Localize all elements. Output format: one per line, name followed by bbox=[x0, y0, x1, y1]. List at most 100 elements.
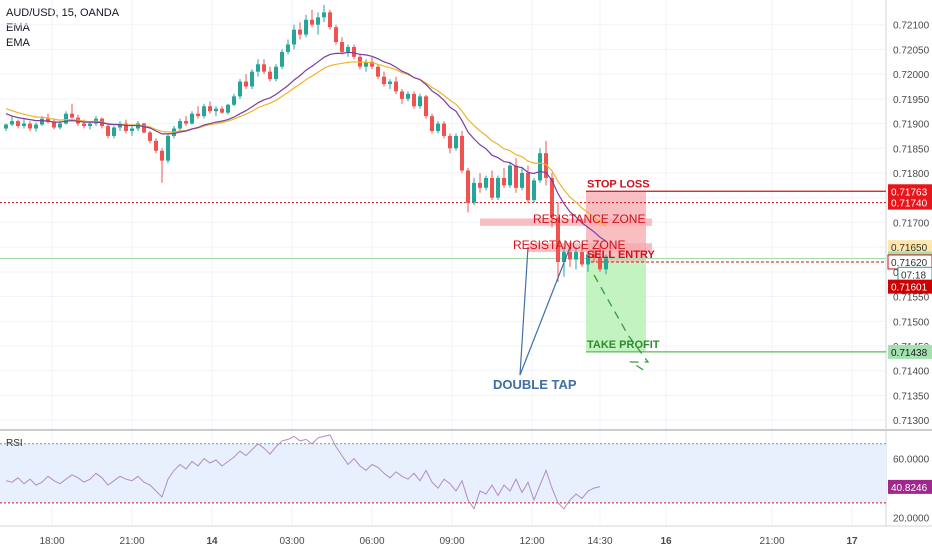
candle bbox=[562, 252, 566, 262]
candle bbox=[10, 121, 14, 125]
candle bbox=[220, 108, 224, 113]
candle bbox=[268, 71, 272, 80]
rsi-tick-label: 20.0000 bbox=[893, 514, 930, 525]
time-tick-label: 21:00 bbox=[759, 536, 784, 547]
price-tick-label: 0.72100 bbox=[893, 21, 930, 32]
price-badge-label: 0.71740 bbox=[891, 199, 928, 210]
candle bbox=[430, 116, 434, 131]
candle bbox=[184, 121, 188, 124]
candle bbox=[580, 252, 584, 265]
candle bbox=[316, 17, 320, 25]
candle bbox=[70, 113, 74, 118]
price-tick-label: 0.71700 bbox=[893, 218, 930, 229]
ema-legend-2: EMA bbox=[6, 37, 30, 49]
price-badge bbox=[888, 344, 932, 359]
candle bbox=[310, 19, 314, 25]
candle bbox=[160, 150, 164, 161]
price-tick-label: 0.72050 bbox=[893, 45, 930, 56]
candle bbox=[340, 42, 344, 52]
price-tick-label: 0.71400 bbox=[893, 367, 930, 378]
candle bbox=[52, 122, 56, 128]
candle bbox=[280, 51, 284, 67]
double-tap-line bbox=[519, 246, 571, 376]
candle bbox=[370, 61, 374, 67]
candle bbox=[28, 123, 32, 129]
candle bbox=[34, 124, 38, 129]
candle bbox=[490, 177, 494, 198]
rsi-line bbox=[5, 434, 601, 510]
candle bbox=[238, 81, 242, 97]
candle bbox=[574, 252, 578, 260]
candle bbox=[346, 46, 350, 52]
price-tick-label: 0.71550 bbox=[893, 293, 930, 304]
candle bbox=[232, 96, 236, 105]
candle bbox=[208, 106, 212, 112]
take-profit-zone bbox=[586, 261, 646, 352]
candle bbox=[436, 123, 440, 131]
candle bbox=[382, 76, 386, 85]
candle bbox=[406, 93, 410, 99]
price-tick-label: 0.71500 bbox=[893, 317, 930, 328]
candle bbox=[88, 123, 92, 127]
price-badge bbox=[888, 279, 932, 294]
price-tick-label: 0.71850 bbox=[893, 144, 930, 155]
resistance-zone-1-label: RESISTANCE ZONE bbox=[533, 212, 645, 226]
candle bbox=[328, 12, 332, 28]
candle bbox=[454, 135, 458, 149]
candle bbox=[250, 71, 254, 87]
price-badge bbox=[888, 240, 932, 255]
symbol-title: AUD/USD, 15, OANDA bbox=[6, 7, 120, 19]
candle bbox=[274, 66, 278, 80]
price-badge-label: 0.71438 bbox=[891, 348, 928, 359]
candle bbox=[388, 81, 392, 85]
price-badge-label: 0.71650 bbox=[891, 243, 928, 254]
rsi-label: RSI bbox=[6, 438, 23, 449]
price-tick-label: 0.71950 bbox=[893, 95, 930, 106]
candle bbox=[46, 118, 50, 123]
candle bbox=[466, 170, 470, 203]
candle bbox=[82, 123, 86, 127]
candle bbox=[568, 252, 572, 260]
candle bbox=[586, 254, 590, 265]
candle bbox=[202, 106, 206, 117]
time-tick-label: 18:00 bbox=[39, 536, 64, 547]
candle bbox=[148, 132, 152, 141]
candle bbox=[226, 104, 230, 113]
double-tap-label: DOUBLE TAP bbox=[493, 377, 577, 392]
price-tick-label: 0.71350 bbox=[893, 391, 930, 402]
candle bbox=[106, 126, 110, 136]
rsi-tick-label: 60.0000 bbox=[893, 455, 930, 466]
ema-slow-line bbox=[5, 61, 607, 227]
candle bbox=[16, 121, 20, 127]
candle bbox=[400, 91, 404, 99]
candle bbox=[286, 44, 290, 52]
time-tick-label: 12:00 bbox=[519, 536, 544, 547]
candle bbox=[532, 180, 536, 201]
stop-loss-label: STOP LOSS bbox=[587, 178, 650, 190]
price-badge bbox=[888, 184, 932, 199]
time-tick-label: 14 bbox=[206, 536, 218, 547]
price-badge-label: 0.71763 bbox=[891, 187, 928, 198]
time-tick-label: 03:00 bbox=[279, 536, 304, 547]
candle bbox=[64, 113, 68, 124]
candle bbox=[520, 172, 524, 188]
candle bbox=[112, 127, 116, 136]
candle bbox=[508, 165, 512, 186]
candle bbox=[448, 135, 452, 149]
price-tick-label: 0.71800 bbox=[893, 169, 930, 180]
candle bbox=[178, 121, 182, 129]
price-badge-label: 0.71601 bbox=[891, 283, 928, 294]
candle bbox=[4, 124, 8, 129]
candle bbox=[514, 165, 518, 188]
candle bbox=[598, 258, 602, 270]
sell-entry-label: SELL ENTRY bbox=[587, 249, 656, 261]
candle bbox=[460, 135, 464, 171]
rsi-current-label: 40.8246 bbox=[891, 483, 928, 494]
candle bbox=[412, 93, 416, 107]
price-tick-label: 0.71300 bbox=[893, 416, 930, 427]
rsi-current-badge bbox=[888, 479, 932, 494]
candle bbox=[550, 177, 554, 218]
candle bbox=[502, 177, 506, 186]
time-tick-label: 21:00 bbox=[119, 536, 144, 547]
